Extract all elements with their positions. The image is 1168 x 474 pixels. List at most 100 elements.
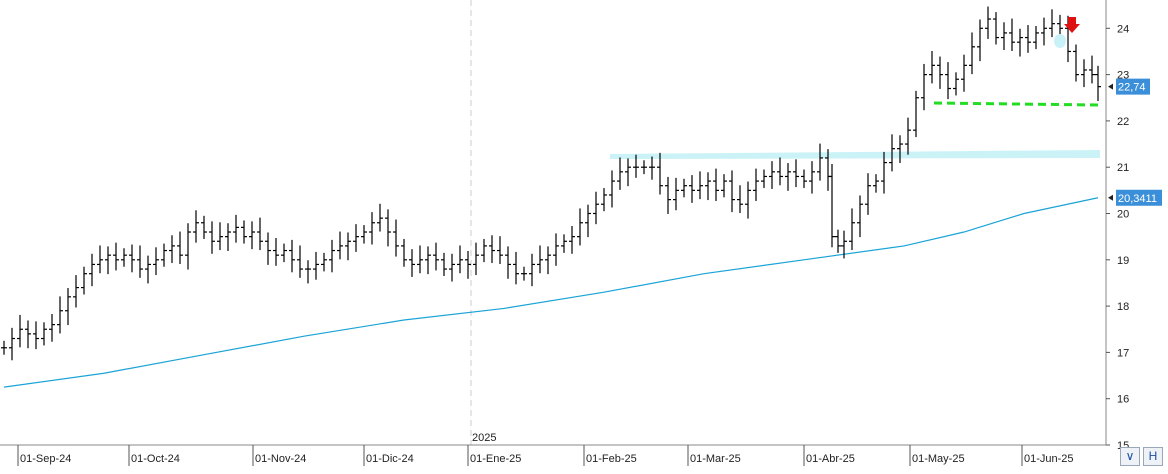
ohlc-bar	[1025, 25, 1031, 53]
ohlc-bar	[313, 251, 319, 280]
ohlc-bar	[433, 242, 439, 271]
ohlc-bar	[889, 134, 895, 172]
y-tick-label: 21	[1117, 162, 1129, 174]
ohlc-bar	[281, 243, 287, 263]
ohlc-bar	[953, 72, 959, 96]
moving-average-badge	[1116, 189, 1162, 206]
ohlc-bar	[369, 212, 375, 245]
ohlc-bar	[801, 169, 807, 189]
ohlc-bar	[393, 219, 399, 257]
ohlc-bar	[153, 247, 159, 276]
ohlc-bar	[425, 246, 431, 275]
ohlc-bar	[449, 253, 455, 282]
x-tick-label: 01-May-25	[912, 453, 965, 465]
ohlc-bar	[1017, 28, 1023, 57]
ohlc-bar	[881, 151, 887, 194]
ohlc-bar	[737, 185, 743, 214]
ohlc-bar	[1095, 65, 1101, 101]
ohlc-bar	[209, 221, 215, 254]
ohlc-bar	[521, 266, 527, 281]
ohlc-bar	[961, 54, 967, 92]
ohlc-bar	[513, 251, 519, 285]
y-tick-label: 20	[1117, 209, 1129, 221]
ohlc-bar	[121, 248, 127, 267]
ohlc-bar	[593, 191, 599, 225]
y-tick-label: 16	[1117, 394, 1129, 406]
ohlc-bar	[129, 244, 135, 273]
highlight-marker	[1054, 34, 1066, 48]
ohlc-bar	[161, 243, 167, 267]
ohlc-bar	[665, 176, 671, 214]
ohlc-bar	[617, 157, 623, 190]
ohlc-bar	[201, 215, 207, 239]
ohlc-bar	[769, 161, 775, 189]
x-tick-label: 01-Mar-25	[690, 453, 741, 465]
y-tick-label: 19	[1117, 255, 1129, 267]
y-tick-label: 23	[1117, 70, 1129, 82]
x-tick-label: 01-Ene-25	[470, 453, 521, 465]
ohlc-bar	[835, 229, 841, 253]
moving-average-line	[3, 197, 1099, 388]
ohlc-bar	[681, 178, 687, 198]
ohlc-bar	[377, 203, 383, 232]
support-line	[933, 101, 1099, 107]
ohlc-bar	[529, 253, 535, 287]
ohlc-bar	[1001, 22, 1007, 51]
x-tick-label: 01-Jun-25	[1024, 453, 1074, 465]
ohlc-bar	[1089, 55, 1095, 84]
ohlc-bar	[289, 239, 295, 273]
ohlc-bar	[97, 245, 103, 274]
ohlc-bar	[1081, 59, 1087, 88]
save-icon[interactable]: H	[1143, 447, 1163, 466]
ohlc-bar	[745, 181, 751, 219]
ohlc-bar	[441, 252, 447, 277]
x-tick-label: 01-Dic-24	[366, 453, 414, 465]
ohlc-bar	[9, 327, 15, 361]
ohlc-bar	[809, 161, 815, 194]
x-tick-label: 01-Feb-25	[586, 453, 637, 465]
ohlc-bar	[713, 168, 719, 201]
last-price-badge	[1116, 78, 1150, 95]
ohlc-bar	[849, 208, 855, 251]
ohlc-bar	[577, 208, 583, 246]
ohlc-bar	[553, 233, 559, 266]
ohlc-bar	[217, 222, 223, 251]
ohlc-bar	[353, 224, 359, 252]
ohlc-bar	[401, 238, 407, 267]
ohlc-bar	[657, 152, 663, 195]
ohlc-bar	[505, 246, 511, 279]
ohlc-bar	[817, 143, 823, 181]
ohlc-bar	[193, 210, 199, 243]
ohlc-bar	[113, 242, 119, 271]
ohlc-bar	[321, 252, 327, 272]
ohlc-bar	[177, 231, 183, 264]
ohlc-bar	[761, 169, 767, 189]
y-tick-label: 24	[1117, 23, 1129, 35]
y-tick-label: 17	[1117, 347, 1129, 359]
ohlc-bar	[257, 217, 263, 251]
ohlc-bar	[1, 340, 7, 355]
ohlc-bar	[473, 242, 479, 276]
x-tick-label: 01-Oct-24	[131, 453, 180, 465]
ohlc-bar	[697, 171, 703, 200]
ohlc-bar	[905, 117, 911, 155]
ohlc-bar	[993, 12, 999, 45]
ohlc-bar	[81, 266, 87, 295]
ohlc-bar	[417, 245, 423, 274]
ohlc-bar	[345, 232, 351, 261]
chevron-down-icon[interactable]: ∨	[1120, 447, 1140, 466]
ohlc-bar	[545, 246, 551, 275]
ohlc-bar	[57, 296, 63, 334]
year-marker-label: 2025	[472, 432, 496, 444]
ohlc-bar	[537, 245, 543, 274]
ohlc-bar	[105, 246, 111, 275]
ohlc-bar	[829, 163, 835, 248]
ohlc-bar	[273, 238, 279, 266]
ohlc-bar	[609, 170, 615, 208]
ohlc-bar	[601, 188, 607, 212]
ohlc-bar	[225, 223, 231, 252]
moving-average-label: 20,3411	[1118, 193, 1157, 205]
ohlc-bar	[185, 223, 191, 270]
last-price-label: 22,74	[1118, 82, 1146, 94]
